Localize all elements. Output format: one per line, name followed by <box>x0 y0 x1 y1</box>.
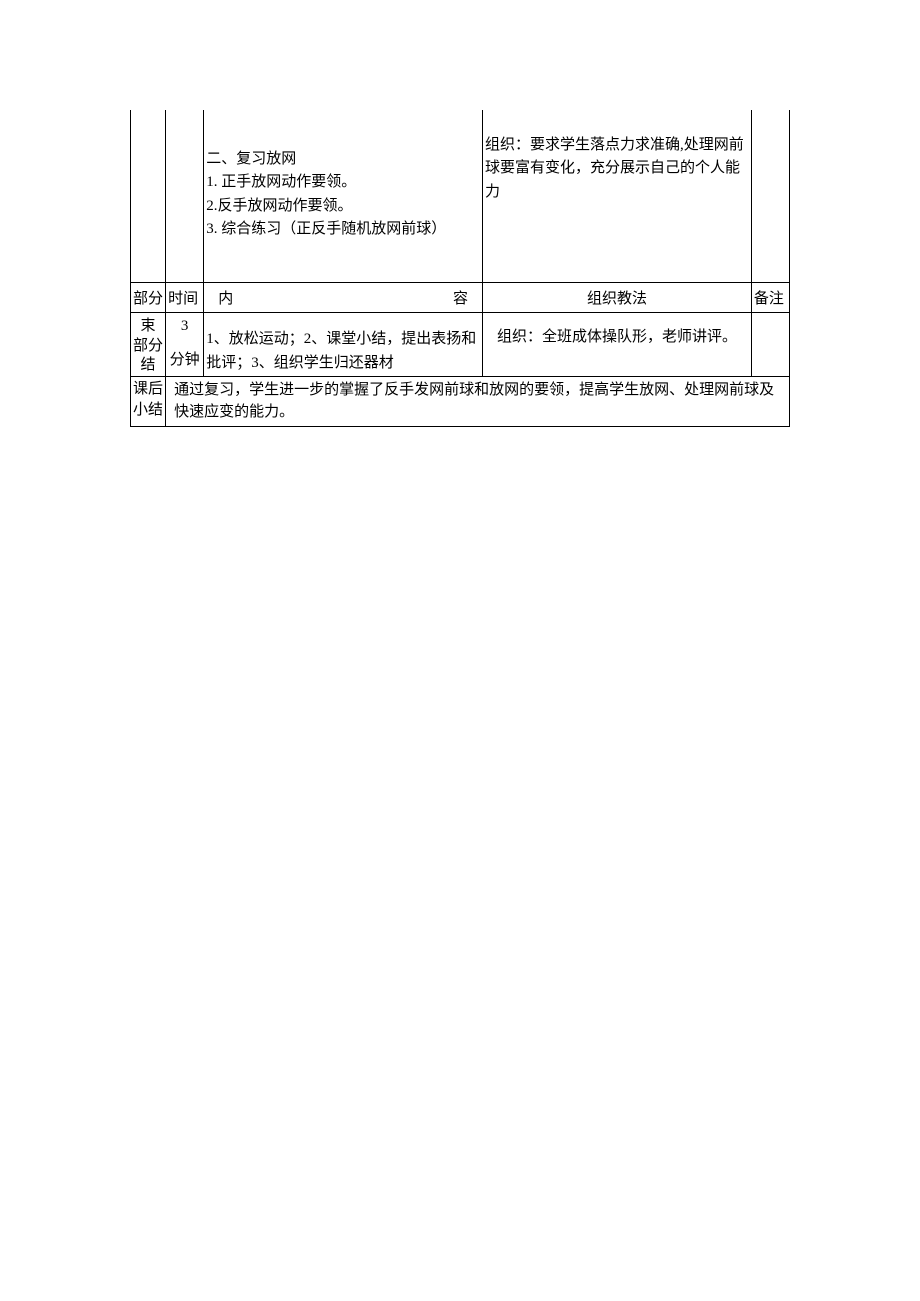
time-unit: 分钟 <box>170 351 200 371</box>
cell-part-empty <box>131 110 166 283</box>
content-line: 1. 正手放网动作要领。 <box>206 171 480 194</box>
cell-time-empty <box>166 110 204 283</box>
cell-summary-text: 通过复习，学生进一步的掌握了反手发网前球和放网的要领，提高学生放网、处理网前球及… <box>166 376 790 426</box>
content-line: 二、复习放网 <box>206 148 480 171</box>
header-method: 组织教法 <box>483 283 752 313</box>
summary-text: 通过复习，学生进一步的掌握了反手发网前球和放网的要领，提高学生放网、处理网前球及… <box>166 377 789 426</box>
content-line: 2.反手放网动作要领。 <box>206 195 480 218</box>
time-value: 3 <box>181 317 189 337</box>
cell-time-end: 3 分钟 <box>166 313 204 377</box>
table-row: 束 部分 结 3 分钟 1、放松运动；2、课堂小结，提出表扬和批评；3、组织学生… <box>131 313 790 377</box>
cell-part-end: 束 部分 结 <box>131 313 166 377</box>
header-content-right: 容 <box>453 287 468 308</box>
cell-note-empty <box>751 110 789 283</box>
cell-content-review: 二、复习放网 1. 正手放网动作要领。 2.反手放网动作要领。 3. 综合练习（… <box>204 110 483 283</box>
header-time: 时间 <box>166 283 204 313</box>
table-row: 二、复习放网 1. 正手放网动作要领。 2.反手放网动作要领。 3. 综合练习（… <box>131 110 790 283</box>
header-part-label: 部分 <box>131 283 165 312</box>
method-text: 组织：要求学生落点力求准确,处理网前球要富有变化，充分展示自己的个人能力 <box>483 110 751 204</box>
header-method-label: 组织教法 <box>483 283 751 312</box>
content-line: 3. 综合练习（正反手随机放网前球） <box>206 218 480 241</box>
summary-label-text: 课后小结 <box>131 377 165 425</box>
header-part: 部分 <box>131 283 166 313</box>
lesson-plan-table: 二、复习放网 1. 正手放网动作要领。 2.反手放网动作要领。 3. 综合练习（… <box>130 110 790 427</box>
header-time-label: 时间 <box>166 283 203 312</box>
cell-method-review: 组织：要求学生落点力求准确,处理网前球要富有变化，充分展示自己的个人能力 <box>483 110 752 283</box>
header-note-label: 备注 <box>752 283 789 312</box>
header-content: 内 容 <box>204 283 483 313</box>
cell-content-end: 1、放松运动；2、课堂小结，提出表扬和批评；3、组织学生归还器材 <box>204 313 483 377</box>
page-container: 二、复习放网 1. 正手放网动作要领。 2.反手放网动作要领。 3. 综合练习（… <box>0 0 920 427</box>
cell-method-end: 组织：全班成体操队形，老师讲评。 <box>483 313 752 377</box>
cell-summary-label: 课后小结 <box>131 376 166 426</box>
header-note: 备注 <box>751 283 789 313</box>
header-content-left: 内 <box>218 287 233 308</box>
part-char: 束 <box>141 317 156 337</box>
table-row: 部分 时间 内 容 组织教法 备注 <box>131 283 790 313</box>
table-row: 课后小结 通过复习，学生进一步的掌握了反手发网前球和放网的要领，提高学生放网、处… <box>131 376 790 426</box>
end-method-text: 组织：全班成体操队形，老师讲评。 <box>483 313 751 349</box>
part-char: 部分 <box>133 337 163 357</box>
part-char: 结 <box>141 356 156 376</box>
cell-note-end <box>751 313 789 377</box>
end-content-text: 1、放松运动；2、课堂小结，提出表扬和批评；3、组织学生归还器材 <box>204 313 482 375</box>
